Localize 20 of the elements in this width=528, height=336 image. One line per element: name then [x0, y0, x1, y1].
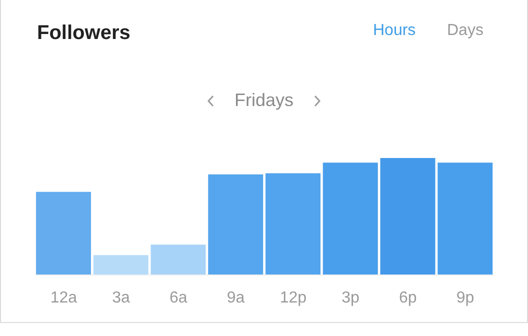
x-tick-label: 12p — [280, 289, 307, 306]
chart-title: Followers — [37, 22, 130, 45]
x-tick-label: 6a — [170, 289, 188, 306]
bar — [93, 255, 148, 275]
x-tick-label: 12a — [50, 289, 78, 306]
bar — [438, 162, 493, 275]
bar — [380, 158, 436, 275]
x-tick-label: 3a — [112, 289, 130, 306]
bar — [266, 173, 320, 275]
text: Fridays — [233, 90, 294, 111]
bar — [150, 244, 206, 275]
x-tick-label: 9a — [226, 289, 245, 306]
x-tick-label: 6p — [399, 289, 417, 306]
x-tick-label: 9p — [456, 289, 474, 306]
x-tick-label: 3p — [342, 289, 360, 306]
text: Days — [447, 22, 484, 40]
bar — [208, 174, 264, 275]
bar — [36, 192, 91, 275]
bar — [322, 162, 378, 275]
text: Hours — [373, 22, 416, 40]
